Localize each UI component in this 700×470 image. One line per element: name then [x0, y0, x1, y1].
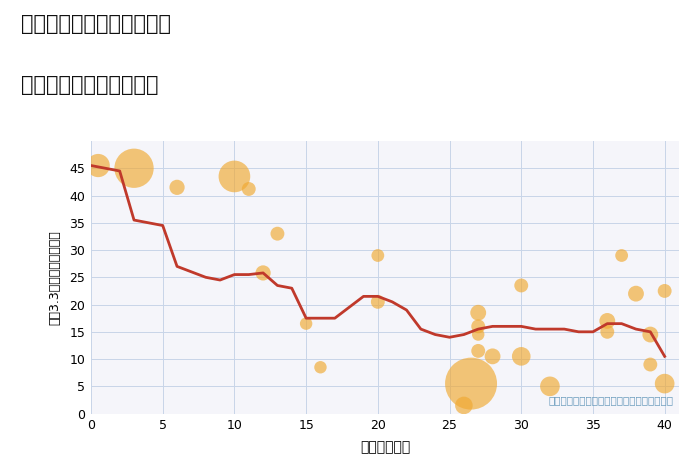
Y-axis label: 坪（3.3㎡）単価（万円）: 坪（3.3㎡）単価（万円）	[48, 230, 61, 325]
Point	[602, 317, 613, 325]
Point	[466, 380, 477, 387]
Point	[659, 287, 671, 295]
Point	[372, 298, 384, 306]
Point	[272, 230, 283, 237]
Point	[516, 352, 527, 360]
Point	[458, 402, 470, 409]
Point	[645, 331, 656, 338]
Point	[516, 282, 527, 289]
Text: 円の大きさは、取引のあった物件面積を示す: 円の大きさは、取引のあった物件面積を示す	[548, 395, 673, 406]
X-axis label: 築年数（年）: 築年数（年）	[360, 440, 410, 454]
Point	[545, 383, 556, 390]
Point	[487, 352, 498, 360]
Point	[315, 363, 326, 371]
Point	[258, 269, 269, 277]
Point	[229, 172, 240, 180]
Point	[172, 184, 183, 191]
Point	[128, 164, 139, 172]
Text: 築年数別中古戸建て価格: 築年数別中古戸建て価格	[21, 75, 158, 95]
Point	[473, 331, 484, 338]
Point	[243, 185, 254, 193]
Point	[645, 361, 656, 368]
Point	[473, 309, 484, 316]
Text: 岐阜県海津市南濃町庭田の: 岐阜県海津市南濃町庭田の	[21, 14, 171, 34]
Point	[92, 162, 104, 169]
Point	[631, 290, 642, 298]
Point	[300, 320, 312, 328]
Point	[659, 380, 671, 387]
Point	[616, 252, 627, 259]
Point	[602, 328, 613, 336]
Point	[473, 322, 484, 330]
Point	[473, 347, 484, 355]
Point	[372, 252, 384, 259]
